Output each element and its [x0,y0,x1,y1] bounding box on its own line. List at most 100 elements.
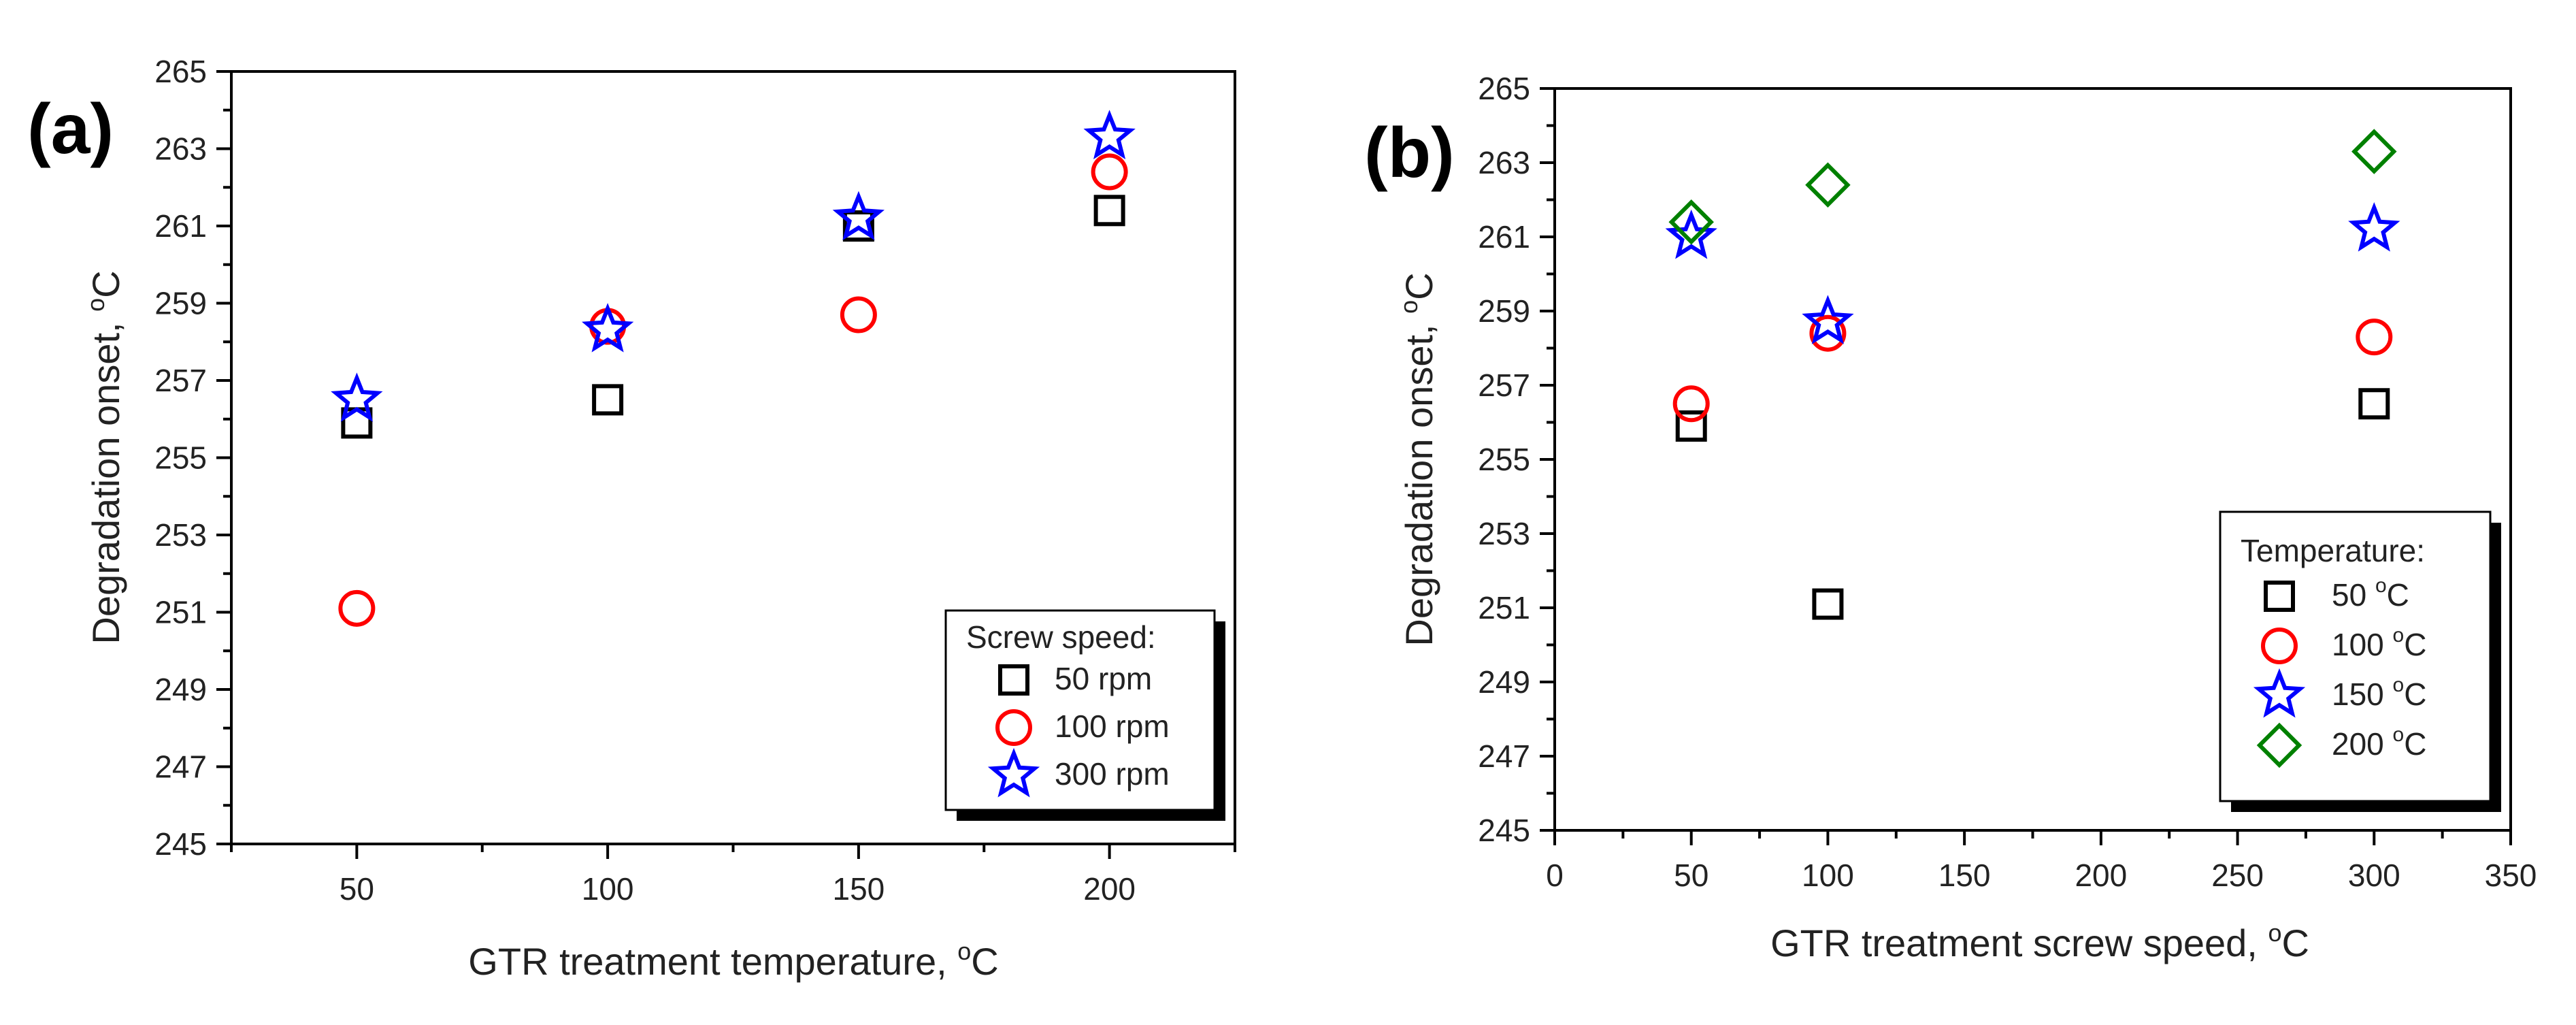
legend-unit: C [2387,577,2409,613]
data-point [338,589,376,627]
y-axis-label-text: Degradation onset, [84,312,127,645]
data-point [1668,199,1714,245]
x-tick-label: 350 [2485,858,2537,893]
x-tick-label: 250 [2211,858,2264,893]
data-point [2348,201,2400,252]
legend-entry: 50 rpm [1055,661,1152,696]
legend-entry-text: 50 [2332,577,2375,613]
y-axis-unit: C [84,270,127,297]
data-point [840,296,877,333]
y-tick-label: 245 [1478,813,1530,848]
degree-mark: o [957,937,971,965]
y-axis-unit: C [1398,272,1440,299]
series-2 [1665,201,2400,344]
legend-entry: 50 oC [2332,574,2409,613]
x-axis-unit: C [971,940,998,983]
legend-entry: 100 oC [2332,624,2426,662]
y-tick-label: 249 [1478,664,1530,700]
series-3 [1668,129,2397,245]
x-axis-label-text: GTR treatment temperature, [468,940,957,983]
legend-entry-text: 50 rpm [1055,661,1152,696]
panel-label: (a) [27,90,114,169]
series-1 [338,153,1128,627]
y-tick-label: 257 [1478,368,1530,403]
x-tick-label: 0 [1546,858,1564,893]
y-tick-label: 259 [154,286,207,321]
x-tick-label: 50 [1674,858,1708,893]
x-tick-label: 200 [2075,858,2127,893]
x-tick-label: 200 [1083,871,1136,907]
data-point [1802,295,1854,344]
data-point [2356,319,2393,356]
x-tick-label: 150 [1938,858,1991,893]
series-2 [331,110,1136,422]
y-tick-label: 265 [1478,71,1530,106]
y-tick-label: 265 [154,54,207,89]
legend-entry: 200 oC [2332,723,2426,762]
legend-title: Screw speed: [966,619,1156,655]
x-axis-label: GTR treatment temperature, oC [468,937,998,983]
data-point [1809,314,1847,352]
data-point [1665,209,1717,259]
data-point [592,384,624,416]
y-tick-label: 251 [154,595,207,630]
data-point [1812,588,1844,620]
legend-unit: C [2404,677,2426,712]
legend-marker [2261,628,2298,664]
legend-entry-text: 300 rpm [1055,756,1170,792]
series-0 [341,195,1125,439]
degree-mark: o [2393,624,2405,647]
y-tick-label: 259 [1478,293,1530,329]
y-tick-label: 249 [154,672,207,707]
y-tick-label: 253 [154,517,207,553]
data-point [2351,129,2397,174]
data-point [1093,195,1125,227]
legend-box [944,609,1216,811]
legend-marker [2253,668,2306,718]
degree-mark: o [2393,723,2405,746]
x-axis-label: GTR treatment screw speed, oC [1770,919,2309,964]
data-point [1672,385,1710,423]
legend: Screw speed: 50 rpm 100 rpm 300 rpm [944,609,1225,821]
x-axis-unit: C [2281,922,2309,964]
y-tick-label: 261 [1478,219,1530,255]
legend-entry: 150 oC [2332,674,2426,712]
x-tick-label: 150 [833,871,885,907]
y-axis-label: Degradation onset, oC [82,270,127,644]
legend-entry-text: 100 rpm [1055,709,1170,744]
y-tick-label: 251 [1478,590,1530,625]
y-axis-label: Degradation onset, oC [1395,272,1440,646]
legend-entry-text: 100 [2332,627,2393,662]
series-1 [1672,314,2393,423]
x-axis-label-text: GTR treatment screw speed, [1770,922,2268,964]
y-tick-label: 261 [154,208,207,244]
legend-entry: 100 rpm [1055,709,1170,744]
data-point [2358,388,2390,420]
data-point [582,303,634,353]
legend-unit: C [2404,726,2426,762]
data-point [331,372,383,422]
y-tick-label: 263 [154,131,207,167]
legend-entry: 300 rpm [1055,756,1170,792]
y-tick-label: 247 [1478,738,1530,774]
degree-mark: o [1395,300,1423,314]
x-tick-label: 100 [582,871,634,907]
x-tick-label: 50 [340,871,374,907]
legend-entry-text: 150 [2332,677,2393,712]
degree-mark: o [82,298,110,312]
degree-mark: o [2268,919,2281,947]
data-point [1675,410,1707,442]
degree-mark: o [2393,674,2405,696]
y-axis-label-text: Degradation onset, [1398,314,1440,647]
data-point [1091,153,1128,191]
legend-marker [995,709,1032,746]
legend-marker [2256,722,2302,768]
data-point [1805,162,1851,208]
y-tick-label: 257 [154,363,207,398]
x-tick-label: 100 [1802,858,1854,893]
data-point [1083,110,1136,159]
legend-marker [2264,581,2295,612]
legend-title: Temperature: [2241,533,2425,568]
degree-mark: o [2375,574,2387,597]
